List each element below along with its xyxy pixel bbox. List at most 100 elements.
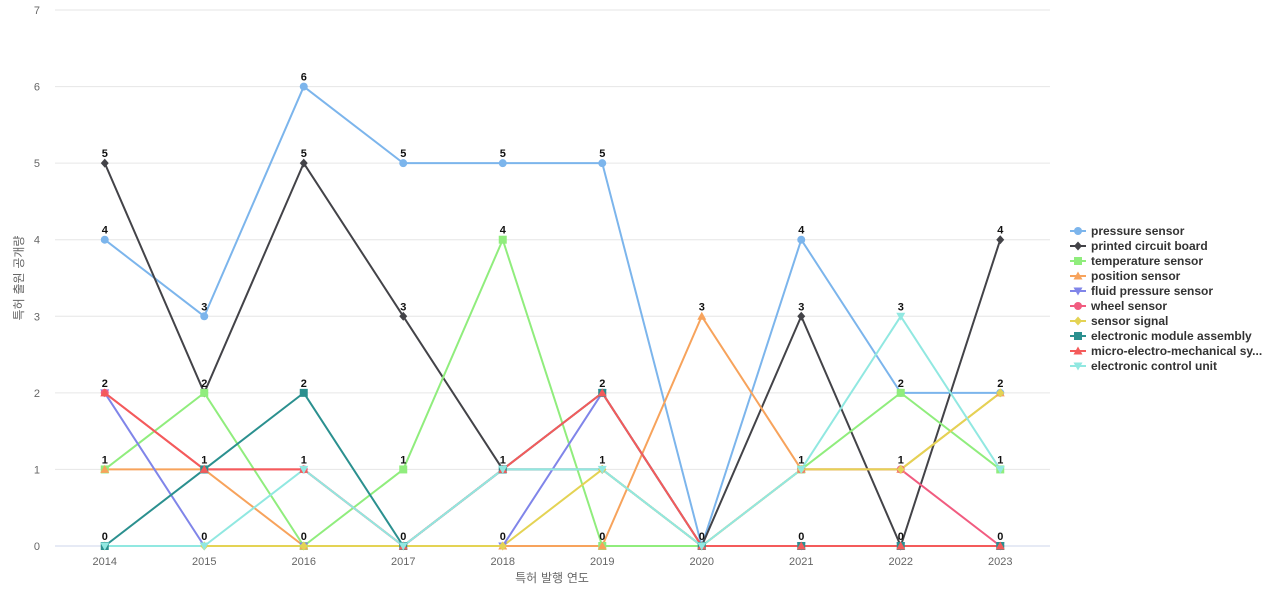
legend-item[interactable]: wheel sensor (1070, 299, 1167, 313)
legend-label: pressure sensor (1091, 224, 1185, 238)
data-point (797, 235, 806, 244)
legend-label: wheel sensor (1090, 299, 1167, 313)
data-point (896, 464, 905, 474)
data-label: 1 (400, 454, 406, 466)
legend-label: temperature sensor (1091, 254, 1203, 268)
data-point (796, 541, 806, 550)
y-tick-label: 7 (34, 5, 40, 17)
series-line (104, 391, 1001, 547)
legend-label: sensor signal (1091, 314, 1168, 328)
data-label: 4 (500, 225, 507, 237)
series-markers (100, 82, 1005, 551)
legend-item[interactable]: position sensor (1070, 269, 1181, 283)
data-label: 3 (201, 301, 207, 313)
data-label: 0 (400, 531, 406, 543)
data-point (697, 542, 707, 551)
data-label: 1 (898, 454, 904, 466)
data-point (498, 235, 507, 244)
data-point (996, 388, 1005, 398)
x-tick-label: 2018 (491, 556, 515, 568)
data-label: 4 (102, 225, 109, 237)
data-label: 2 (599, 378, 605, 390)
legend-marker (1073, 287, 1083, 296)
x-tick-label: 2020 (690, 556, 714, 568)
y-axis-title: 특허 출원 공개량 (12, 236, 26, 321)
data-label: 5 (301, 148, 307, 160)
x-tick-label: 2022 (889, 556, 913, 568)
data-point (597, 541, 607, 550)
data-label: 0 (898, 531, 904, 543)
y-tick-label: 3 (34, 311, 40, 323)
data-label: 1 (301, 454, 307, 466)
data-point (598, 159, 607, 168)
data-point (399, 311, 408, 321)
x-axis-title: 특허 발행 연도 (515, 570, 589, 585)
legend-label: electronic control unit (1091, 359, 1217, 373)
legend-item[interactable]: temperature sensor (1070, 254, 1203, 268)
data-label: 1 (102, 454, 108, 466)
y-axis-ticks: 0 1 2 3 4 5 6 7 (34, 5, 40, 553)
legend-item[interactable]: electronic control unit (1070, 359, 1217, 373)
legend-label: micro-electro-mechanical sy... (1091, 344, 1262, 358)
legend-item[interactable]: pressure sensor (1070, 224, 1185, 238)
legend-label: position sensor (1091, 269, 1181, 283)
legend-item[interactable]: micro-electro-mechanical sy... (1070, 344, 1262, 358)
legend-marker (1074, 227, 1082, 235)
data-point (896, 312, 906, 321)
y-tick-label: 0 (34, 541, 40, 553)
data-point (995, 465, 1005, 474)
data-label: 1 (500, 454, 506, 466)
data-point (199, 464, 209, 473)
series-line (103, 162, 1002, 547)
legend-item[interactable]: printed circuit board (1070, 239, 1208, 253)
legend-item[interactable]: sensor signal (1070, 314, 1168, 328)
data-point (100, 464, 110, 473)
legend-marker (1074, 332, 1082, 340)
data-point (996, 235, 1005, 245)
x-tick-label: 2019 (590, 556, 614, 568)
data-label: 0 (997, 531, 1003, 543)
data-label: 4 (798, 225, 805, 237)
data-label: 5 (400, 148, 406, 160)
data-point (597, 465, 607, 474)
data-label: 4 (997, 225, 1004, 237)
legend-marker (1074, 316, 1082, 326)
data-label: 0 (699, 531, 705, 543)
data-point (498, 465, 508, 474)
legend-marker (1074, 241, 1082, 251)
data-label: 3 (898, 301, 904, 313)
data-label: 0 (798, 531, 804, 543)
x-axis-ticks: 2014 2015 2016 2017 2018 2019 2020 2021 2022 2023 (93, 556, 1013, 568)
legend-label: printed circuit board (1091, 239, 1208, 253)
legend-item[interactable]: electronic module assembly (1070, 329, 1252, 343)
data-label: 0 (201, 531, 207, 543)
data-label: 5 (500, 148, 506, 160)
y-tick-label: 4 (34, 235, 40, 247)
series-line (104, 315, 1002, 547)
data-point (200, 312, 209, 321)
data-point (100, 158, 109, 168)
data-label: 5 (599, 148, 605, 160)
data-point (100, 542, 110, 551)
data-label: 1 (798, 454, 804, 466)
legend-label: fluid pressure sensor (1091, 284, 1213, 298)
data-point (498, 541, 507, 551)
data-point (299, 465, 309, 474)
data-point (597, 388, 607, 397)
series-line (104, 85, 1001, 547)
legend-marker (1073, 346, 1083, 355)
data-point (896, 388, 905, 397)
data-label: 0 (102, 531, 108, 543)
data-point (299, 82, 308, 91)
data-labels: 5 4 2 1 0 3 2 1 0 6 5 2 1 0 5 3 1 0 5 4 1 0 5 2 1 0 3 0 4 3 1 0 3 2 1 0 4 2 1 0 (102, 72, 1005, 543)
data-point (399, 159, 408, 168)
data-label: 3 (400, 301, 406, 313)
legend-label: electronic module assembly (1091, 329, 1252, 343)
series-lines (103, 85, 1002, 547)
x-tick-label: 2021 (789, 556, 813, 568)
legend-item[interactable]: fluid pressure sensor (1070, 284, 1213, 298)
y-tick-label: 6 (34, 82, 40, 94)
x-tick-label: 2017 (391, 556, 415, 568)
